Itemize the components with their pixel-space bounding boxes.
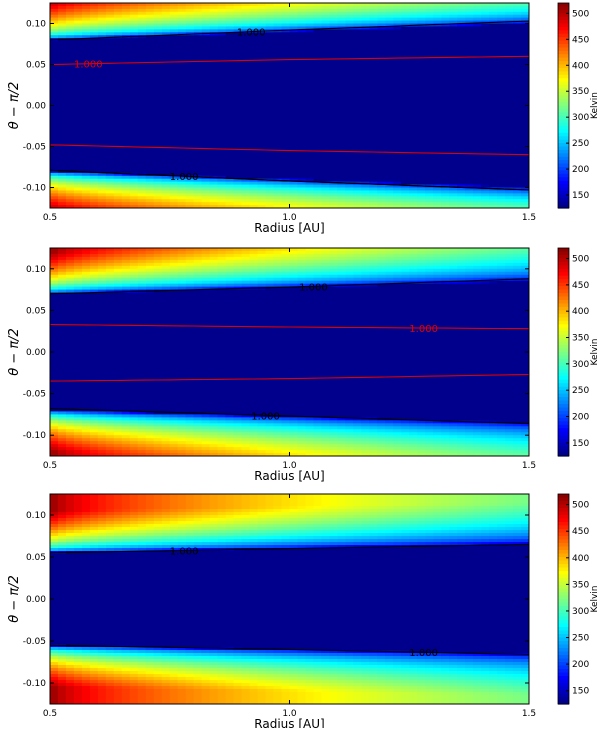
colorbar-tick-label: 200 [572,165,589,175]
colorbar-segment [558,112,569,116]
colorbar-tick-label: 150 [572,191,589,201]
colorbar-label: Kelvin [590,92,600,119]
colorbar-segment [558,54,569,58]
x-tick-label: 1.5 [522,213,536,223]
colorbar-segment [558,133,569,137]
y-tick-label: -0.10 [23,184,47,194]
colorbar-segment [558,188,569,192]
colorbar-segment [558,147,569,151]
temperature-field [50,3,530,209]
colorbar-segment [558,177,569,181]
colorbar-segment [558,30,569,34]
colorbar-segment [558,136,569,140]
colorbar-segment [558,198,569,202]
colorbar-segment [558,116,569,120]
colorbar-tick-label: 350 [572,87,589,97]
colorbar-segment [558,126,569,130]
colorbar-tick-label: 400 [572,61,589,71]
colorbar-segment [558,157,569,161]
colorbar-segment [558,174,569,178]
colorbar-tick-label: 250 [572,139,589,149]
colorbar-segment [558,82,569,86]
x-axis-label: Radius [AU] [254,221,324,235]
colorbar-segment [558,20,569,24]
colorbar-tick-label: 500 [572,9,589,19]
colorbar-segment [558,75,569,79]
y-tick-label: 0.05 [26,61,46,71]
colorbar-segment [558,184,569,188]
colorbar-segment [558,85,569,89]
contour-label: 1.000 [237,28,266,39]
colorbar: 500 450 400 350 300 250 200 150 Kelvin [558,3,600,209]
colorbar-tick-label: 300 [572,113,589,123]
colorbar-segment [558,143,569,147]
colorbar-segment [558,51,569,55]
temperature-field [50,248,530,457]
colorbar-segment [558,34,569,38]
colorbar-segment [558,102,569,106]
contour-label: 1.000 [170,172,199,183]
colorbar-segment [558,61,569,65]
colorbar-segment [558,153,569,157]
colorbar-tick-label: 450 [572,35,589,45]
colorbar-segment [558,123,569,127]
y-axis-label: θ − π/2 [7,82,22,130]
x-tick-label: 0.5 [43,213,57,223]
colorbar-segment [558,92,569,96]
colorbar-segment [558,3,569,7]
colorbar-segment [558,44,569,48]
colorbar-segment [558,24,569,28]
colorbar-segment [558,41,569,45]
contour-label: 1.000 [74,60,103,71]
colorbar-segment [558,71,569,75]
y-tick-label: -0.05 [23,143,46,153]
colorbar-segment [558,164,569,168]
y-tick-label: 0.00 [26,102,46,112]
colorbar-segment [558,106,569,110]
colorbar-segment [558,95,569,99]
y-tick-label: 0.10 [26,20,46,30]
